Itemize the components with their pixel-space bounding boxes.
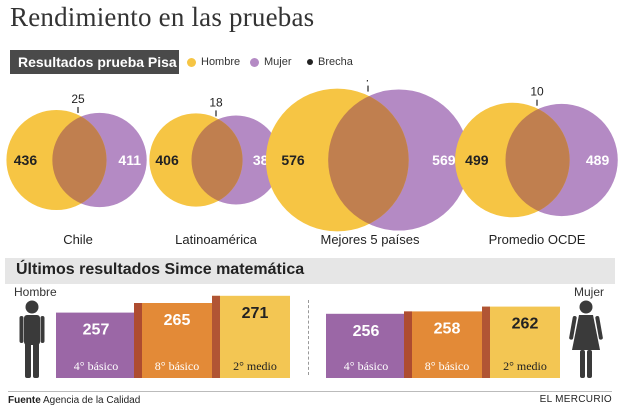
simce-bar-value: 262 xyxy=(512,316,539,333)
simce-section-title: Últimos resultados Simce matemática xyxy=(16,261,305,278)
venn-group: 7 576 569 Mejores 5 países xyxy=(265,80,470,247)
simce-bar-value: 257 xyxy=(83,322,110,339)
simce-bar-fill xyxy=(482,306,560,378)
simce-hombre-bars: 257 4° básico 265 8° básico 271 2° medio xyxy=(56,295,290,378)
hombre-value: 436 xyxy=(14,152,38,168)
simce-bar-value: 271 xyxy=(242,305,269,322)
simce-bar: 258 8° básico xyxy=(404,311,482,378)
simce-mujer-label: Mujer xyxy=(574,285,605,299)
simce-bar: 256 4° básico xyxy=(326,313,404,378)
simce-mujer-bars: 256 4° básico 258 8° básico 262 2° medio xyxy=(326,306,560,378)
simce-bar-separator xyxy=(482,306,490,378)
hombre-value: 576 xyxy=(281,152,305,168)
venn-overlap xyxy=(328,89,409,231)
footer: Fuente Agencia de la Calidad xyxy=(8,391,612,406)
mujer-value: 411 xyxy=(118,152,141,168)
simce-bar-label: 4° básico xyxy=(344,359,388,373)
simce-hombre-label: Hombre xyxy=(14,285,57,299)
brecha-value: 7 xyxy=(365,80,372,85)
simce-bar-value: 258 xyxy=(434,320,461,337)
legend-hombre: Hombre xyxy=(187,56,240,68)
man-icon xyxy=(19,300,45,378)
hombre-value: 499 xyxy=(465,152,489,168)
simce-bar-label: 8° básico xyxy=(155,359,199,373)
venn-group: 25 436 411 Chile xyxy=(6,92,147,247)
mujer-value: 569 xyxy=(432,152,456,168)
brecha-value: 10 xyxy=(530,85,544,99)
simce-bar-label: 8° básico xyxy=(425,359,469,373)
simce-bar-label: 2° medio xyxy=(233,359,277,373)
simce-bar-value: 265 xyxy=(164,312,191,329)
simce-bar-label: 4° básico xyxy=(74,359,118,373)
footer-source-label: Fuente xyxy=(8,395,41,406)
legend-mujer: Mujer xyxy=(250,56,292,68)
simce-section-band xyxy=(5,258,615,284)
legend-label-mujer: Mujer xyxy=(264,56,292,68)
simce-bar-label: 2° medio xyxy=(503,359,547,373)
footer-brand: EL MERCURIO xyxy=(539,394,612,405)
footer-source-text: Agencia de la Calidad xyxy=(43,395,141,406)
venn-overlap xyxy=(505,103,570,217)
legend-label-brecha: Brecha xyxy=(318,56,353,68)
simce-bar-value: 256 xyxy=(353,323,380,340)
venn-overlap xyxy=(52,112,107,208)
mujer-value: 489 xyxy=(586,152,610,168)
simce-bar-fill xyxy=(404,311,482,378)
simce-bar: 265 8° básico xyxy=(134,303,212,378)
simce-bar-separator xyxy=(212,295,220,378)
simce-bar: 271 2° medio xyxy=(212,295,290,378)
venn-category-label: Chile xyxy=(63,232,93,247)
simce-bar-fill xyxy=(212,295,290,378)
brecha-value: 25 xyxy=(71,92,85,106)
pisa-venn-chart: 25436411Chile18406388Latinoamérica757656… xyxy=(6,80,618,247)
simce-bar-fill xyxy=(326,313,404,378)
venn-group: 10 499 489 Promedio OCDE xyxy=(455,85,618,247)
venn-category-label: Promedio OCDE xyxy=(489,232,586,247)
venn-category-label: Mejores 5 países xyxy=(321,232,420,247)
legend-dot-brecha xyxy=(307,59,313,65)
legend-brecha: Brecha xyxy=(307,56,353,68)
legend-label-hombre: Hombre xyxy=(201,56,241,68)
simce-bar-fill xyxy=(56,312,134,378)
simce-bar-fill xyxy=(134,303,212,378)
pisa-section-header: Resultados prueba Pisa xyxy=(10,50,179,74)
page-title: Rendimiento en las pruebas xyxy=(10,2,315,32)
simce-divider xyxy=(308,300,309,375)
simce-bar-separator xyxy=(134,303,142,378)
simce-bar: 262 2° medio xyxy=(482,306,560,378)
venn-overlap xyxy=(191,115,243,205)
simce-bar: 257 4° básico xyxy=(56,312,134,378)
simce-bar-separator xyxy=(404,311,412,378)
brecha-value: 18 xyxy=(209,95,223,109)
hombre-value: 406 xyxy=(155,152,179,168)
venn-category-label: Latinoamérica xyxy=(175,232,257,247)
legend-dot-mujer xyxy=(250,57,259,67)
legend-dot-hombre xyxy=(187,57,196,67)
woman-icon xyxy=(569,300,603,378)
